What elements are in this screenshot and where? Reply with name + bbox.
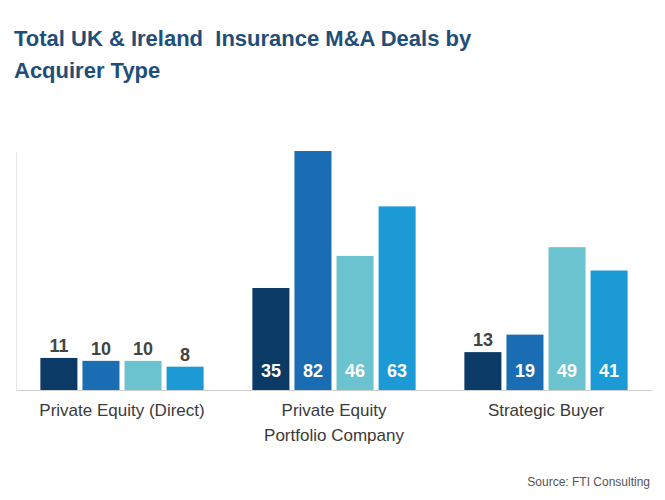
data-label: 82 — [303, 361, 323, 381]
data-label: 46 — [345, 361, 365, 381]
data-labels: 11 35 13 10 82 19 10 46 49 8 63 41 — [49, 330, 619, 381]
x-tick-label: Strategic Buyer — [488, 401, 605, 420]
x-axis: Private Equity (Direct) Private EquityPor… — [17, 390, 653, 445]
bar — [549, 247, 586, 390]
x-tick: Strategic Buyer — [488, 390, 605, 420]
data-label: 19 — [515, 361, 535, 381]
y-axis — [16, 152, 18, 391]
data-label: 35 — [261, 361, 281, 381]
data-label: 10 — [91, 339, 111, 359]
x-tick: Private Equity (Direct) — [39, 390, 204, 420]
data-label: 8 — [180, 345, 190, 365]
bar — [167, 367, 204, 390]
data-label: 10 — [133, 339, 153, 359]
bar — [591, 271, 628, 391]
bar — [379, 206, 416, 390]
data-label: 63 — [387, 361, 407, 381]
x-tick-label: Private EquityPortfolio Company — [264, 401, 404, 445]
chart: Total UK & Ireland Insurance M&A Deals b… — [0, 0, 665, 500]
bar — [82, 361, 119, 390]
data-label: 41 — [599, 361, 619, 381]
x-tick: Private EquityPortfolio Company — [264, 390, 404, 445]
title: Total UK & Ireland Insurance M&A Deals b… — [14, 26, 472, 83]
bar — [464, 352, 501, 390]
x-axis-line — [17, 390, 653, 391]
bars — [40, 151, 627, 390]
bar — [40, 358, 77, 390]
bar — [506, 335, 543, 390]
data-label: 13 — [473, 330, 493, 350]
x-tick-label: Private Equity (Direct) — [39, 401, 204, 420]
bar — [125, 361, 162, 390]
bar — [252, 288, 289, 390]
y-axis-line — [16, 152, 17, 391]
data-label: 11 — [49, 336, 68, 356]
bar — [294, 151, 331, 390]
data-label: 49 — [557, 361, 577, 381]
bar — [337, 256, 374, 390]
source: Source: FTI Consulting — [527, 475, 650, 489]
